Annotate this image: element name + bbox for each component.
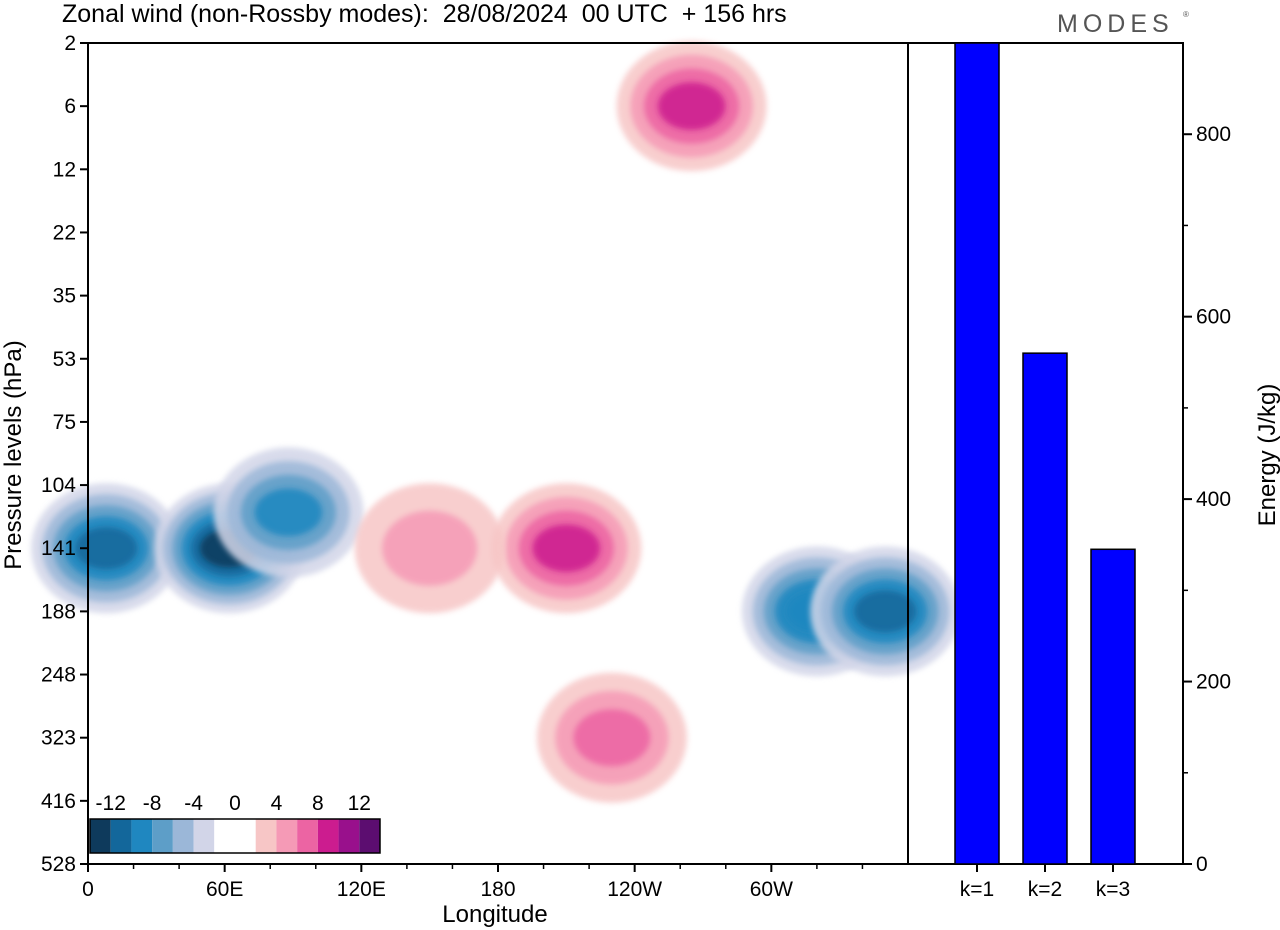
y-axis-title: Pressure levels (hPa) bbox=[0, 340, 27, 569]
energy-bar-k=1 bbox=[954, 42, 1000, 865]
y-tick-label: 416 bbox=[41, 790, 76, 813]
heatmap-feature-5-level-4 bbox=[532, 524, 601, 572]
colorbar-swatch bbox=[131, 819, 153, 853]
colorbar-swatch bbox=[359, 819, 380, 853]
colorbar-swatch bbox=[255, 819, 277, 853]
energy-tick-label: 400 bbox=[1196, 488, 1231, 511]
energy-tick-label: 200 bbox=[1196, 671, 1231, 694]
brand-registered-mark: ® bbox=[1183, 10, 1189, 19]
heatmap-field bbox=[31, 41, 961, 803]
colorbar-label: -4 bbox=[184, 792, 203, 815]
chart-title: Zonal wind (non-Rossby modes): 28/08/202… bbox=[62, 0, 787, 28]
colorbar-swatch bbox=[297, 819, 318, 853]
energy-bar-k=3 bbox=[1090, 548, 1136, 865]
colorbar-label: 0 bbox=[229, 792, 241, 815]
energy-axis-title: Energy (J/kg) bbox=[1254, 384, 1280, 527]
colorbar-swatch bbox=[317, 819, 339, 853]
y-tick-label: 528 bbox=[41, 853, 76, 876]
energy-axis: 0 200 400 600 800 bbox=[1183, 123, 1231, 876]
colorbar-swatch bbox=[214, 819, 235, 853]
y-tick-label: 248 bbox=[41, 664, 76, 687]
colorbar-label: -12 bbox=[96, 792, 126, 815]
colorbar-swatch bbox=[276, 819, 298, 853]
energy-tick-label: 800 bbox=[1196, 123, 1231, 146]
x-axis-title: Longitude bbox=[442, 901, 547, 928]
energy-bars: k=1 k=2 k=3 bbox=[954, 42, 1136, 901]
energy-tick-label: 0 bbox=[1196, 853, 1208, 876]
colorbar-swatch bbox=[152, 819, 173, 853]
heatmap-feature-2-level-4 bbox=[254, 488, 323, 537]
colorbar-label: 12 bbox=[348, 792, 371, 815]
y-tick-label: 6 bbox=[64, 95, 76, 118]
longitude-axis: 0 60E 120E 180 120W 60W bbox=[82, 864, 864, 901]
y-tick-label: 104 bbox=[41, 474, 76, 497]
energy-tick-label: 600 bbox=[1196, 306, 1231, 329]
y-tick-label: 2 bbox=[64, 32, 76, 55]
heatmap-feature-4-level-5 bbox=[854, 590, 917, 633]
pressure-axis: 2 6 12 22 35 53 75 104 141 188 248 323 416 528 bbox=[41, 32, 88, 876]
colorbar-swatch bbox=[193, 819, 215, 853]
heatmap-feature-6-level-4 bbox=[657, 82, 726, 130]
colorbar-swatch bbox=[110, 819, 132, 853]
bar-category-label: k=1 bbox=[960, 878, 994, 901]
colorbar-label: 8 bbox=[312, 792, 324, 815]
y-tick-label: 53 bbox=[53, 348, 76, 371]
x-tick-label: 180 bbox=[480, 878, 515, 901]
colorbar-legend: -12 -8 -4 0 4 8 12 bbox=[89, 792, 381, 854]
x-tick-label: 120E bbox=[337, 878, 386, 901]
energy-bar-k=2 bbox=[1022, 352, 1068, 865]
x-tick-label: 60W bbox=[750, 878, 793, 901]
x-tick-label: 120W bbox=[607, 878, 662, 901]
bar-category-label: k=3 bbox=[1096, 878, 1130, 901]
y-tick-label: 12 bbox=[53, 158, 76, 181]
colorbar-swatch bbox=[90, 819, 111, 853]
y-tick-label: 75 bbox=[53, 411, 76, 434]
heatmap-feature-0-level-5 bbox=[75, 527, 138, 570]
colorbar-swatch bbox=[172, 819, 194, 853]
y-tick-label: 141 bbox=[41, 537, 76, 560]
colorbar-swatch bbox=[338, 819, 360, 853]
y-tick-label: 188 bbox=[41, 600, 76, 623]
x-tick-label: 0 bbox=[82, 878, 94, 901]
heatmap-frame bbox=[87, 42, 909, 865]
heatmap-feature-7-level-2 bbox=[382, 510, 478, 586]
colorbar-border bbox=[89, 818, 381, 854]
y-tick-label: 22 bbox=[53, 221, 76, 244]
bar-category-label: k=2 bbox=[1028, 878, 1062, 901]
brand-logo: MODES bbox=[1057, 10, 1174, 38]
heatmap-feature-8-level-3 bbox=[573, 709, 651, 767]
colorbar-label: 4 bbox=[271, 792, 283, 815]
x-tick-label: 60E bbox=[206, 878, 243, 901]
colorbar-label: -8 bbox=[143, 792, 162, 815]
y-tick-label: 323 bbox=[41, 727, 76, 750]
y-tick-label: 35 bbox=[53, 285, 76, 308]
colorbar-swatch bbox=[235, 819, 256, 853]
